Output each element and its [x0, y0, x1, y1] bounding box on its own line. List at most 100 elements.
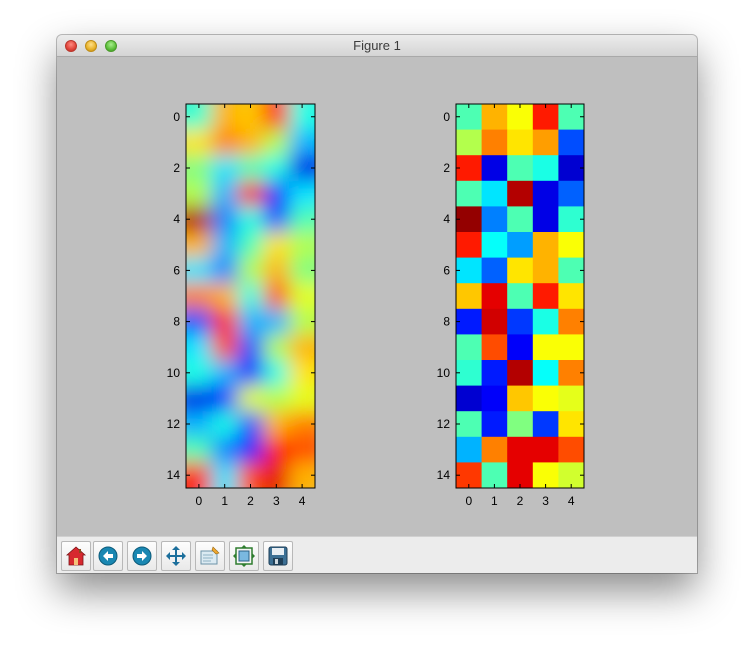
heatmap-cell	[237, 308, 264, 335]
heatmap-cell	[532, 129, 559, 156]
heatmap-cell	[558, 360, 584, 387]
heatmap-cell	[289, 104, 315, 131]
heatmap-cell	[456, 257, 483, 284]
heatmap-cell	[186, 104, 213, 131]
x-tick-label: 4	[299, 494, 306, 508]
heatmap-cell	[532, 436, 559, 463]
y-tick-label: 10	[167, 366, 181, 380]
zoom-rect-button[interactable]	[195, 541, 225, 571]
heatmap-cell	[211, 334, 239, 361]
heatmap-cell	[237, 436, 264, 463]
heatmap-cell	[481, 436, 508, 463]
y-tick-label: 2	[443, 161, 450, 175]
save-button[interactable]	[263, 541, 293, 571]
heatmap-cell	[263, 232, 290, 259]
y-tick-label: 12	[437, 417, 451, 431]
heatmap-cell	[289, 385, 315, 412]
x-tick-label: 2	[247, 494, 254, 508]
heatmap-cell	[186, 436, 213, 463]
title-bar[interactable]: Figure 1	[57, 35, 697, 57]
heatmap-cell	[456, 283, 483, 310]
heatmap-cell	[481, 334, 508, 361]
heatmap-cell	[532, 155, 559, 182]
pan-icon	[166, 546, 186, 566]
heatmap-cell	[186, 232, 213, 259]
heatmap-cell	[507, 308, 534, 335]
heatmap-cell	[532, 104, 559, 131]
forward-button[interactable]	[127, 541, 157, 571]
heatmap-cell	[456, 385, 483, 412]
heatmap-cell	[289, 360, 315, 387]
home-button[interactable]	[61, 541, 91, 571]
heatmap-cell	[211, 462, 239, 488]
back-button[interactable]	[93, 541, 123, 571]
heatmap-cell	[237, 129, 264, 156]
heatmap-cell	[211, 436, 239, 463]
heatmap-cell	[481, 257, 508, 284]
close-button[interactable]	[65, 40, 77, 52]
heatmap-cell	[456, 334, 483, 361]
y-tick-label: 6	[443, 263, 450, 277]
heatmap-cell	[481, 129, 508, 156]
heatmap-cell	[481, 155, 508, 182]
x-tick-label: 4	[568, 494, 575, 508]
heatmap-cell	[237, 462, 264, 488]
heatmap-cell	[558, 283, 584, 310]
navigation-toolbar	[57, 536, 697, 573]
heatmap-cell	[481, 206, 508, 233]
heatmap-cell	[186, 155, 213, 182]
heatmap-cell	[481, 308, 508, 335]
heatmap-cell	[507, 104, 534, 131]
pan-button[interactable]	[161, 541, 191, 571]
heatmap-cell	[289, 436, 315, 463]
heatmap-cell	[507, 283, 534, 310]
heatmap-cell	[558, 257, 584, 284]
heatmap-cell	[456, 155, 483, 182]
heatmap-cell	[289, 308, 315, 335]
zoom-button[interactable]	[105, 40, 117, 52]
y-tick-label: 6	[173, 263, 180, 277]
heatmap-cell	[456, 232, 483, 259]
heatmap-cell	[507, 129, 534, 156]
minimize-button[interactable]	[85, 40, 97, 52]
heatmap-cell	[532, 283, 559, 310]
heatmap-cell	[263, 385, 290, 412]
x-tick-label: 0	[465, 494, 472, 508]
heatmap-cell	[289, 334, 315, 361]
y-tick-label: 0	[443, 110, 450, 124]
heatmap-cell	[507, 257, 534, 284]
heatmap-cell	[186, 283, 213, 310]
forward-arrow-icon	[132, 546, 152, 566]
heatmap-cell	[211, 411, 239, 438]
heatmap-cell	[558, 308, 584, 335]
heatmap-cell	[507, 462, 534, 488]
heatmap-cell	[289, 283, 315, 310]
heatmap-cell	[507, 180, 534, 207]
heatmap-cell	[211, 257, 239, 284]
heatmap-cell	[532, 385, 559, 412]
heatmap-cell	[507, 232, 534, 259]
x-tick-label: 3	[542, 494, 549, 508]
heatmap-cell	[289, 155, 315, 182]
save-icon	[268, 546, 288, 566]
heatmap-cell	[507, 436, 534, 463]
heatmap-cell	[263, 334, 290, 361]
x-tick-label: 0	[196, 494, 203, 508]
heatmap-cell	[263, 308, 290, 335]
heatmap-cell	[456, 129, 483, 156]
heatmap-cell	[456, 308, 483, 335]
heatmap-cell	[237, 385, 264, 412]
heatmap-cell	[481, 462, 508, 488]
heatmap-cell	[532, 257, 559, 284]
heatmap-cell	[263, 283, 290, 310]
heatmap-cell	[289, 411, 315, 438]
heatmap-cell	[558, 155, 584, 182]
heatmap-cell	[186, 308, 213, 335]
heatmap-cell	[558, 334, 584, 361]
x-tick-label: 2	[517, 494, 524, 508]
heatmap-cell	[507, 155, 534, 182]
heatmap-cell	[456, 436, 483, 463]
configure-subplots-button[interactable]	[229, 541, 259, 571]
